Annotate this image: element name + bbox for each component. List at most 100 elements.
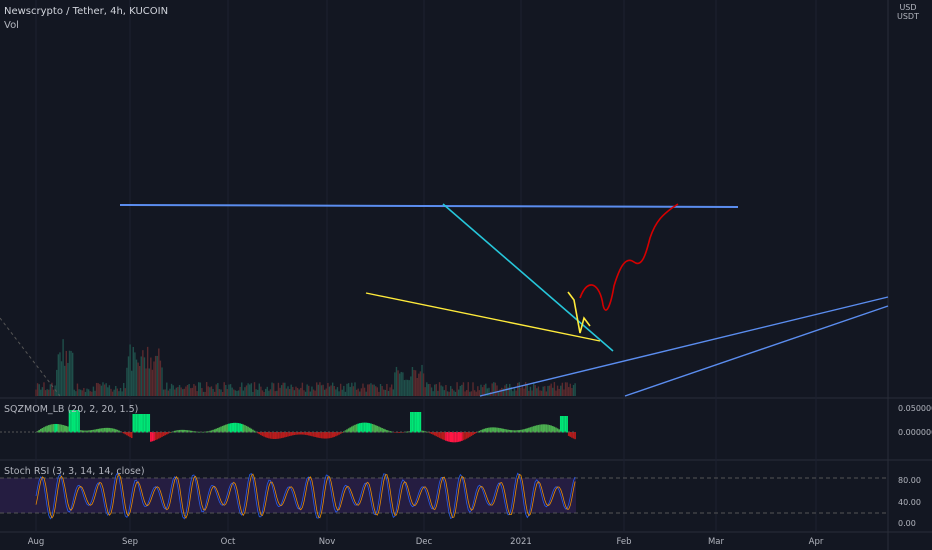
volume-bar [515,390,517,396]
volume-bar [539,390,541,396]
volume-bar [100,385,103,396]
stoch-band [0,478,576,513]
volume-bar [521,386,524,396]
volume-bar [426,382,428,396]
sqz-bar [44,426,47,433]
volume-bar [457,389,460,396]
sqz-bar [500,428,503,433]
volume-bar [467,382,469,396]
volume-bar [569,383,572,396]
volume-bar [339,383,342,396]
volume-bar [363,387,366,396]
sqz-bar [126,432,128,436]
volume-bar [373,384,375,396]
sqz-bar [127,432,130,437]
volume-bar [367,384,369,396]
sqz-bar [416,412,419,433]
volume-bar [319,382,321,396]
sqz-bar [349,427,352,433]
volume-bar [76,383,79,396]
sqz-bar [539,424,541,433]
sqz-bar [544,424,546,433]
sqz-bar [221,425,224,433]
volume-bar [135,359,138,396]
sqz-bar [137,414,139,433]
sqz-bar [346,429,348,433]
volume-bar [153,361,155,396]
volume-bar [83,387,85,396]
volume-bar [536,388,538,396]
volume-bar [298,389,300,396]
sqz-bar [515,430,517,433]
volume-bar [473,390,476,396]
volume-bar [137,362,139,396]
volume-bar [430,387,433,396]
volume-bar [150,357,152,396]
sqz-bar [320,432,323,439]
volume-bar [81,390,83,396]
volume-bar [146,346,149,396]
sqz-bar [67,426,69,433]
sqz-bar [76,410,79,433]
volume-bar [499,389,501,396]
squeeze-momentum-pane [0,410,576,443]
volume-bar [556,385,559,396]
volume-bar [215,384,217,396]
volume-bar [172,385,174,396]
sqz-bar [319,432,321,439]
sqz-bar [425,431,428,433]
sqz-bar [542,424,545,433]
sqz-bar [469,432,471,437]
volume-bar [398,373,401,396]
volume-bar [287,386,289,396]
sqz-bar [167,432,170,434]
volume-bar [507,387,509,396]
volume-bar [379,383,382,396]
volume-bar [333,385,335,396]
volume-bar [64,365,66,396]
sqz-bar [502,428,505,433]
sqz-bar [261,432,264,436]
volume-bar [249,384,251,396]
volume-bar [509,383,511,396]
volume-bar [213,391,216,396]
sqz-bar [531,426,533,433]
sqz-bar [162,432,165,437]
volume-bar [272,383,275,396]
volume-bar [341,389,343,396]
volume-bar [91,391,93,396]
sqz-bar [572,432,575,439]
sqz-bar [341,432,344,433]
sqz-bar [461,432,463,441]
volume-bar [244,387,246,396]
volume-bar [465,390,468,396]
volume-bar [526,384,528,396]
volume-bar [131,370,133,396]
volume-bar [218,389,221,396]
projected-path [579,203,679,311]
volume-bar [568,387,570,396]
sqz-bar [315,432,318,438]
volume-bar [221,391,224,396]
volume-bar [266,386,268,396]
sqz-bar [398,432,401,433]
volume-bar [375,386,377,396]
volume-bar [73,389,75,396]
volume-bar [320,385,323,396]
volume-bar [553,382,556,396]
volume-bar [161,367,163,396]
sqz-bar [309,432,312,436]
sqz-bar [288,432,291,437]
volume-bar [159,360,162,396]
sqz-bar [114,429,117,433]
volume-bar [51,382,53,396]
volume-bar [119,387,122,396]
time-tick-label: Dec [416,537,433,547]
volume-bar [129,344,131,396]
support-trendline [365,292,601,342]
sqz-bar [86,430,88,433]
volume-bar [327,382,329,396]
volume-bar [257,389,259,396]
sqz-bar [443,432,446,441]
